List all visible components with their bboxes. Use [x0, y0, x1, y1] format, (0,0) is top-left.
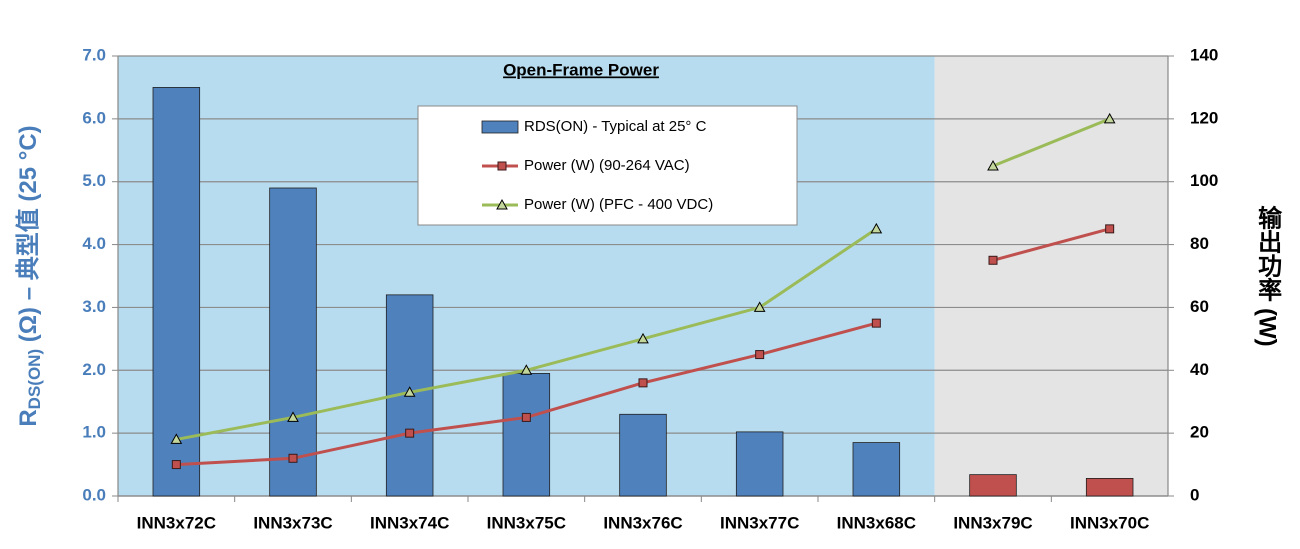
legend-marker — [496, 198, 508, 210]
y-tick-label: 3.0 — [82, 297, 106, 316]
bar — [269, 187, 317, 497]
region-background — [934, 56, 1168, 496]
y-tick-label: 4.0 — [82, 234, 106, 253]
bar — [1085, 477, 1134, 497]
legend: RDS(ON) - Typical at 25° C Power (W) (90-… — [417, 105, 798, 226]
point — [405, 428, 415, 438]
point — [753, 301, 766, 312]
point — [287, 411, 299, 422]
x-tick-label: INN3x72C — [137, 513, 216, 532]
legend-marker — [497, 161, 507, 171]
bar — [152, 87, 201, 497]
y2-tick-label: 140 — [1190, 45, 1218, 64]
point — [638, 378, 648, 388]
x-tick-label: INN3x68C — [837, 513, 916, 532]
y-tick-label: 5.0 — [82, 171, 106, 190]
bar — [619, 413, 667, 497]
x-tick-label: INN3x77C — [720, 513, 799, 532]
y2-axis-label: 输出功率 (W) — [1254, 204, 1282, 346]
y-label-rest: (Ω) – 典型值 (25 °C) — [14, 125, 42, 349]
point — [870, 222, 883, 234]
y-label-main: R — [15, 409, 42, 426]
legend-swatch — [481, 120, 519, 134]
x-tick-label: INN3x70C — [1070, 513, 1149, 532]
point — [871, 318, 881, 328]
bar — [969, 474, 1017, 497]
y-label-sub: DS(ON) — [25, 349, 44, 409]
point — [521, 412, 531, 422]
x-tick-label: INN3x73C — [253, 513, 332, 532]
point — [171, 460, 181, 470]
y2-tick-label: 100 — [1190, 171, 1218, 190]
x-tick-label: INN3x75C — [487, 513, 566, 532]
x-tick-label: INN3x79C — [953, 513, 1032, 532]
y2-tick-label: 80 — [1190, 234, 1209, 253]
line — [992, 227, 1111, 262]
x-tick-label: INN3x74C — [370, 513, 449, 532]
legend-box — [417, 105, 798, 226]
bar — [502, 373, 551, 497]
legend-label: Power (W) (PFC - 400 VDC) — [524, 196, 713, 213]
point — [520, 364, 533, 375]
point — [288, 453, 298, 463]
y2-tick-label: 120 — [1190, 108, 1218, 127]
y2-tick-label: 0 — [1190, 485, 1199, 504]
point — [988, 255, 998, 265]
bar — [852, 442, 901, 497]
point — [637, 332, 649, 344]
y-tick-label: 6.0 — [82, 108, 106, 127]
y-tick-label: 1.0 — [82, 423, 106, 442]
line — [992, 117, 1111, 168]
bar — [735, 431, 784, 497]
region-title: Open-Frame Power — [503, 60, 659, 79]
y-axis-label: RDS(ON) (Ω) – 典型值 (25 °C) — [14, 125, 44, 426]
point — [1103, 112, 1116, 124]
y2-tick-label: 60 — [1190, 297, 1209, 316]
x-tick-label: INN3x76C — [603, 513, 682, 532]
y2-tick-label: 40 — [1190, 360, 1209, 379]
legend-label: Power (W) (90-264 VAC) — [524, 157, 690, 174]
legend-label: RDS(ON) - Typical at 25° C — [524, 118, 707, 135]
y-tick-label: 7.0 — [82, 45, 106, 64]
point — [1105, 224, 1115, 234]
y-tick-label: 2.0 — [82, 360, 106, 379]
y-tick-label: 0.0 — [82, 485, 106, 504]
point — [170, 433, 183, 444]
point — [403, 386, 416, 397]
point — [755, 350, 765, 360]
y2-tick-label: 20 — [1190, 423, 1209, 442]
point — [987, 159, 999, 171]
